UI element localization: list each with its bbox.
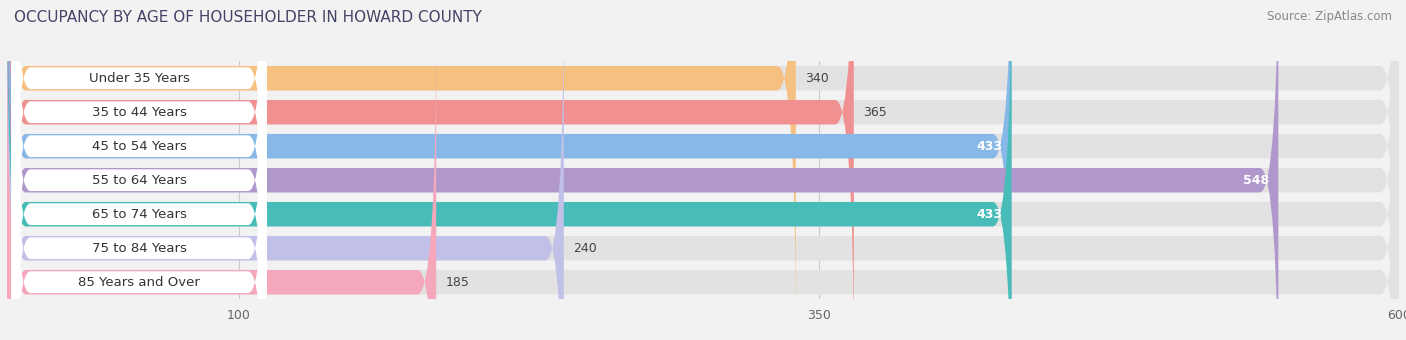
FancyBboxPatch shape <box>7 22 1399 340</box>
Text: 240: 240 <box>574 242 596 255</box>
Text: 65 to 74 Years: 65 to 74 Years <box>91 208 187 221</box>
Text: 548: 548 <box>1243 174 1270 187</box>
Text: OCCUPANCY BY AGE OF HOUSEHOLDER IN HOWARD COUNTY: OCCUPANCY BY AGE OF HOUSEHOLDER IN HOWAR… <box>14 10 482 25</box>
FancyBboxPatch shape <box>11 0 267 340</box>
FancyBboxPatch shape <box>7 0 796 338</box>
FancyBboxPatch shape <box>11 21 267 340</box>
FancyBboxPatch shape <box>11 0 267 340</box>
FancyBboxPatch shape <box>7 0 853 340</box>
Text: 85 Years and Over: 85 Years and Over <box>79 276 200 289</box>
Text: 35 to 44 Years: 35 to 44 Years <box>91 106 187 119</box>
FancyBboxPatch shape <box>7 0 1399 340</box>
Text: Source: ZipAtlas.com: Source: ZipAtlas.com <box>1267 10 1392 23</box>
FancyBboxPatch shape <box>11 0 267 340</box>
FancyBboxPatch shape <box>7 0 564 340</box>
Text: 75 to 84 Years: 75 to 84 Years <box>91 242 187 255</box>
Text: 365: 365 <box>863 106 887 119</box>
FancyBboxPatch shape <box>7 0 1278 340</box>
FancyBboxPatch shape <box>7 0 1011 340</box>
FancyBboxPatch shape <box>7 0 1399 340</box>
Text: 185: 185 <box>446 276 470 289</box>
Text: 433: 433 <box>976 208 1002 221</box>
FancyBboxPatch shape <box>7 0 1399 340</box>
FancyBboxPatch shape <box>7 0 1399 340</box>
FancyBboxPatch shape <box>11 0 267 339</box>
FancyBboxPatch shape <box>7 0 1011 340</box>
Text: 55 to 64 Years: 55 to 64 Years <box>91 174 187 187</box>
Text: 45 to 54 Years: 45 to 54 Years <box>91 140 187 153</box>
Text: Under 35 Years: Under 35 Years <box>89 72 190 85</box>
FancyBboxPatch shape <box>7 0 1399 340</box>
FancyBboxPatch shape <box>11 0 267 340</box>
FancyBboxPatch shape <box>7 0 1399 338</box>
Text: 433: 433 <box>976 140 1002 153</box>
FancyBboxPatch shape <box>7 22 436 340</box>
Text: 340: 340 <box>806 72 828 85</box>
FancyBboxPatch shape <box>11 0 267 340</box>
